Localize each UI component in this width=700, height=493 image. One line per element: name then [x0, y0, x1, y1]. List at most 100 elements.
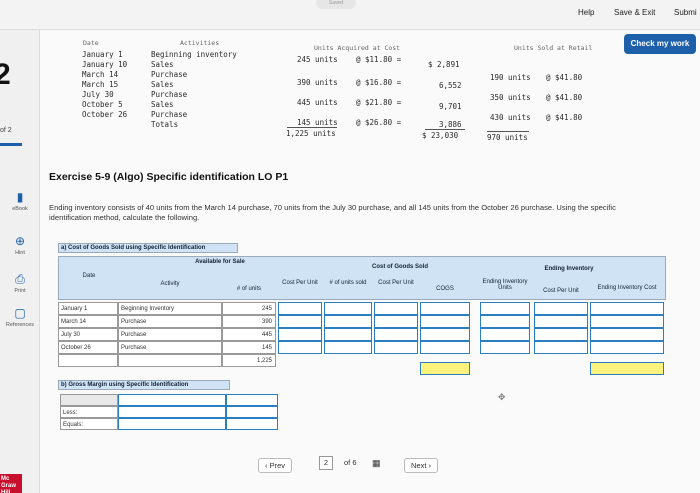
dt-header-units-acquired: Units Acquired at Cost: [314, 44, 401, 52]
input-ending-cost[interactable]: [590, 341, 664, 354]
prev-button[interactable]: ‹ Prev: [258, 458, 293, 473]
dt-activity: Purchase: [151, 70, 188, 79]
input-cogs[interactable]: [420, 341, 470, 354]
input-ending-cost-per-unit[interactable]: [534, 328, 588, 341]
current-page-box[interactable]: 2: [319, 456, 333, 470]
dt-total-cost: $ 23,030: [422, 131, 459, 140]
input-less-item[interactable]: [118, 406, 226, 418]
dt-total-sold: 970 units: [487, 133, 528, 142]
input-ending-units[interactable]: [480, 328, 530, 341]
input-units-sold[interactable]: [324, 302, 372, 315]
input-equals-item[interactable]: [118, 418, 226, 430]
less-label: Less:: [60, 406, 118, 418]
input-total-ending-cost[interactable]: [590, 362, 664, 375]
input-ending-cost[interactable]: [590, 315, 664, 328]
input-cogs[interactable]: [420, 315, 470, 328]
print-icon[interactable]: ⎙: [15, 272, 25, 286]
dt-cost: @ $26.80 =: [356, 118, 402, 127]
input-ending-cost-per-unit[interactable]: [534, 341, 588, 354]
row-activity: Beginning Inventory: [118, 302, 222, 315]
dt-sold: 430 units: [490, 113, 531, 122]
row-units: 390: [222, 315, 276, 328]
save-exit-link[interactable]: Save & Exit: [614, 8, 656, 17]
input-ending-cost-per-unit[interactable]: [534, 315, 588, 328]
input-less-amount[interactable]: [226, 406, 278, 418]
header-cogs-group: Cost of Goods Sold: [372, 264, 428, 270]
dt-date: January 10: [82, 60, 128, 69]
sidebar-item-ebook[interactable]: eBook: [12, 206, 28, 212]
total-row-spacer: [58, 354, 118, 367]
dt-sold: 190 units: [490, 73, 531, 82]
dt-cost: @ $16.80 =: [356, 78, 402, 87]
col-header-units-sold: # of units sold: [329, 280, 367, 286]
input-ending-units[interactable]: [480, 302, 530, 315]
mcgraw-hill-logo: Mc Graw Hill: [0, 474, 22, 493]
top-bar: Saved Help Save & Exit Submi: [0, 0, 700, 30]
dt-activity-column: Beginning inventory Sales Purchase Sales…: [151, 50, 237, 130]
col-header-ending-cost: Ending Inventory Cost: [597, 285, 657, 291]
input-cost-per-unit[interactable]: [278, 315, 322, 328]
input-ending-cost[interactable]: [590, 328, 664, 341]
hint-icon[interactable]: ⊕: [14, 234, 26, 248]
input-cost-per-unit[interactable]: [278, 328, 322, 341]
dt-activity: Sales: [151, 60, 174, 69]
input-total-cogs[interactable]: [420, 362, 470, 375]
row-units: 145: [222, 341, 276, 354]
input-cogs[interactable]: [420, 302, 470, 315]
dt-units: 145 units: [297, 118, 338, 127]
dt-activity: Sales: [151, 100, 174, 109]
sidebar-item-hint[interactable]: Hint: [15, 250, 25, 256]
input-ending-units[interactable]: [480, 341, 530, 354]
grid-icon[interactable]: ▦: [372, 458, 381, 468]
input-cogs[interactable]: [420, 328, 470, 341]
dt-header-activities: Activities: [180, 39, 220, 47]
col-header-units: # of units: [236, 286, 262, 292]
submit-link[interactable]: Submi: [674, 8, 697, 17]
input-cogs-cost-per-unit[interactable]: [374, 341, 418, 354]
input-cost-per-unit[interactable]: [278, 302, 322, 315]
references-icon[interactable]: ▢: [14, 306, 26, 320]
dt-activity: Purchase: [151, 90, 188, 99]
ebook-icon[interactable]: ▮: [16, 190, 24, 204]
dt-totals-label: Totals: [151, 120, 179, 129]
dt-date-column: January 1 January 10 March 14 March 15 J…: [82, 50, 127, 120]
sidebar-item-print[interactable]: Print: [14, 288, 26, 294]
input-units-sold[interactable]: [324, 315, 372, 328]
input-units-sold[interactable]: [324, 328, 372, 341]
dt-units: 245 units: [297, 55, 338, 64]
input-ending-cost[interactable]: [590, 302, 664, 315]
input-cogs-cost-per-unit[interactable]: [374, 328, 418, 341]
next-button[interactable]: Next ›: [404, 458, 439, 473]
dt-total: 3,886: [439, 120, 462, 129]
input-gross-margin-item[interactable]: [118, 394, 226, 406]
total-row-spacer: [118, 354, 222, 367]
check-my-work-button[interactable]: Check my work: [624, 34, 696, 54]
col-header-ending-units: Ending Inventory Units: [482, 279, 528, 291]
underline: [425, 129, 465, 130]
row-activity: Purchase: [118, 341, 222, 354]
input-cogs-cost-per-unit[interactable]: [374, 315, 418, 328]
input-gross-margin-amount[interactable]: [226, 394, 278, 406]
col-header-cogs: COGS: [436, 286, 454, 292]
input-cost-per-unit[interactable]: [278, 341, 322, 354]
row-units: 445: [222, 328, 276, 341]
sidebar-item-references[interactable]: References: [5, 322, 35, 328]
dt-total: 6,552: [439, 81, 462, 90]
header-ending-group: Ending Inventory: [544, 266, 594, 272]
input-equals-amount[interactable]: [226, 418, 278, 430]
input-ending-cost-per-unit[interactable]: [534, 302, 588, 315]
help-link[interactable]: Help: [578, 8, 595, 17]
input-cogs-cost-per-unit[interactable]: [374, 302, 418, 315]
dt-sold: 350 units: [490, 93, 531, 102]
col-header-cost-per-unit-3: Cost Per Unit: [543, 288, 579, 294]
dt-date: July 30: [82, 90, 114, 99]
equals-label: Equals:: [60, 418, 118, 430]
row-units: 245: [222, 302, 276, 315]
dt-date: October 26: [82, 110, 128, 119]
input-ending-units[interactable]: [480, 315, 530, 328]
dt-activity: Sales: [151, 80, 174, 89]
left-sidebar: 2 of 2 ▮ eBook ⊕ Hint ⎙ Print ▢ Referenc…: [0, 30, 40, 493]
part-a-title: a) Cost of Goods Sold using Specific Ide…: [58, 243, 238, 253]
input-units-sold[interactable]: [324, 341, 372, 354]
